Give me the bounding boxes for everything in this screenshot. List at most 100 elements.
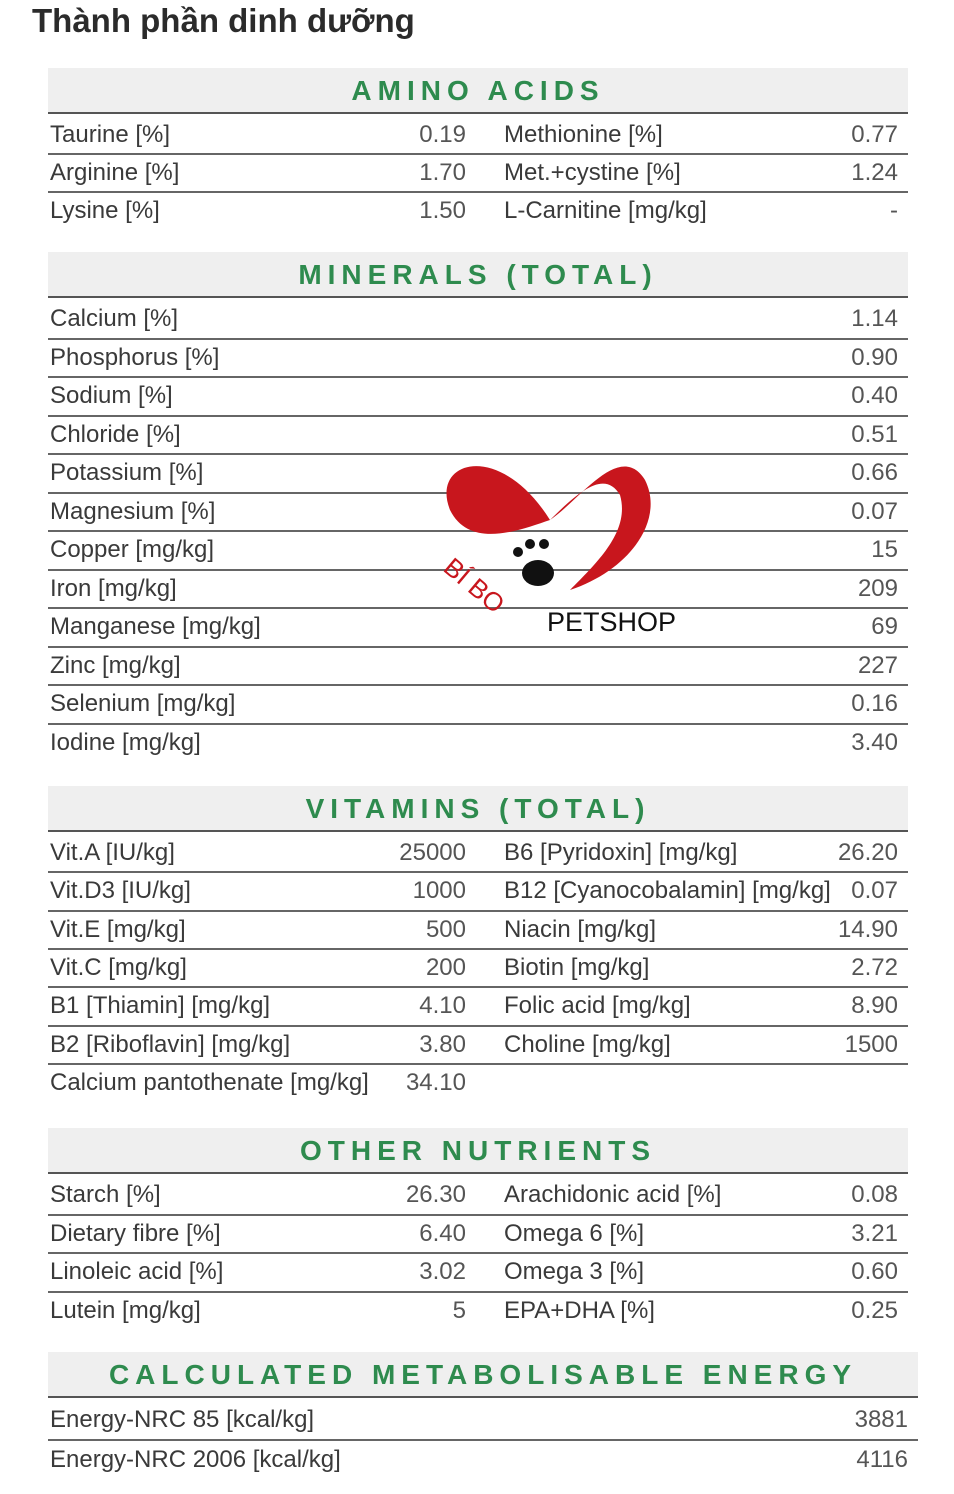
row-label: Met.+cystine [%] [504, 159, 681, 186]
row-value: 200 [425, 953, 466, 981]
row-divider [48, 1439, 918, 1441]
row-label: Starch [%] [50, 1181, 161, 1208]
logo-paw [522, 560, 554, 586]
row-label: Vit.C [mg/kg] [50, 953, 187, 981]
row-divider [48, 645, 908, 648]
row-label: Calcium pantothenate [mg/kg] [50, 1068, 369, 1096]
row-value: 0.07 [851, 877, 898, 905]
row-divider [48, 1290, 908, 1293]
row-label: Energy-NRC 85 [kcal/kg] [50, 1406, 315, 1433]
row-divider [48, 453, 908, 455]
row-divider [48, 376, 908, 378]
row-value: 8.90 [851, 992, 898, 1020]
row-label: Dietary fibre [%] [50, 1219, 221, 1247]
row-value: 209 [857, 574, 898, 602]
row-label: Zinc [mg/kg] [50, 651, 181, 679]
row-label: Selenium [mg/kg] [50, 690, 236, 717]
row-label: B12 [Cyanocobalamin] [mg/kg] [504, 877, 831, 905]
row-label: Energy-NRC 2006 [kcal/kg] [50, 1446, 341, 1473]
row-value: 15 [871, 536, 898, 563]
row-label: Sodium [%] [50, 382, 173, 409]
row-value: 34.10 [405, 1068, 466, 1096]
row-label: B2 [Riboflavin] [mg/kg] [50, 1030, 291, 1058]
row-value: 0.25 [851, 1296, 898, 1324]
watermark-shop: PETSHOP [547, 607, 676, 637]
row-label: B1 [Thiamin] [mg/kg] [50, 992, 271, 1020]
row-label: Arachidonic acid [%] [504, 1181, 722, 1208]
row-label: Omega 3 [%] [504, 1258, 645, 1285]
row-divider [48, 568, 908, 571]
row-label: B6 [Pyridoxin] [mg/kg] [504, 839, 738, 866]
row-label: Phosphorus [%] [50, 343, 220, 371]
row-label: Calcium [%] [50, 305, 179, 332]
row-divider [48, 191, 908, 193]
row-divider [48, 607, 908, 609]
logo-paw [513, 547, 523, 557]
row-label: Choline [mg/kg] [504, 1030, 671, 1058]
row-value: 6.40 [419, 1219, 466, 1247]
row-label: Linoleic acid [%] [50, 1258, 224, 1285]
row-divider [48, 684, 908, 686]
row-divider [48, 1252, 908, 1254]
row-value: 26.20 [837, 839, 898, 866]
row-label: Lysine [%] [50, 197, 160, 224]
row-divider [48, 986, 908, 989]
row-label: EPA+DHA [%] [504, 1296, 655, 1324]
row-divider [48, 909, 908, 912]
page-title: Thành phần dinh dưỡng [32, 2, 415, 39]
row-label: Lutein [mg/kg] [50, 1296, 201, 1324]
row-value: 1000 [412, 877, 466, 905]
row-divider [48, 1024, 908, 1027]
row-divider [48, 1062, 908, 1065]
section-header: OTHER NUTRIENTS [48, 1128, 908, 1174]
row-value: 0.90 [851, 343, 898, 371]
section-header: MINERALS (TOTAL) [48, 252, 908, 298]
row-label: Manganese [mg/kg] [50, 613, 261, 640]
row-value: 1500 [844, 1030, 898, 1058]
row-value: 3881 [854, 1406, 908, 1433]
row-value: 0.66 [851, 459, 898, 486]
row-label: Folic acid [mg/kg] [504, 992, 691, 1020]
row-divider [48, 337, 908, 340]
logo-paw [539, 539, 549, 549]
row-label: Omega 6 [%] [504, 1219, 645, 1247]
row-value: 0.08 [851, 1181, 898, 1208]
section-header: CALCULATED METABOLISABLE ENERGY [48, 1352, 918, 1398]
row-label: Iodine [mg/kg] [50, 728, 201, 756]
row-value: 500 [425, 915, 466, 943]
row-value: 1.50 [419, 197, 466, 224]
row-label: Vit.A [IU/kg] [50, 839, 175, 866]
row-label: Arginine [%] [50, 159, 180, 186]
row-value: 26.30 [405, 1181, 466, 1208]
row-divider [48, 1213, 908, 1216]
watermark-brand: BÍ BO [438, 552, 510, 620]
row-label: Vit.D3 [IU/kg] [50, 877, 191, 905]
row-value: 0.77 [851, 121, 898, 148]
row-value: - [890, 197, 898, 224]
row-label: Methionine [%] [504, 121, 663, 148]
row-value: 227 [857, 651, 898, 679]
row-value: 4116 [856, 1446, 908, 1473]
row-divider [48, 722, 908, 725]
row-value: 0.51 [851, 420, 898, 448]
row-value: 0.19 [419, 121, 466, 148]
row-value: 5 [452, 1296, 466, 1324]
row-label: Iron [mg/kg] [50, 574, 177, 602]
row-value: 14.90 [837, 915, 898, 943]
row-value: 69 [871, 613, 898, 640]
row-value: 3.40 [851, 728, 898, 756]
row-label: Magnesium [%] [50, 497, 216, 525]
row-value: 25000 [399, 839, 466, 866]
row-label: Biotin [mg/kg] [504, 953, 650, 981]
row-label: Taurine [%] [50, 121, 171, 148]
section-header: AMINO ACIDS [48, 68, 908, 114]
row-value: 1.70 [419, 159, 466, 186]
row-label: Chloride [%] [50, 420, 181, 448]
row-value: 3.21 [851, 1219, 898, 1247]
row-value: 4.10 [419, 992, 466, 1020]
row-divider [48, 871, 908, 874]
watermark-logo: BÍ BO PETSHOP [438, 466, 676, 637]
logo-heart [446, 466, 651, 590]
row-value: 0.16 [851, 690, 898, 717]
section-header: VITAMINS (TOTAL) [48, 786, 908, 832]
